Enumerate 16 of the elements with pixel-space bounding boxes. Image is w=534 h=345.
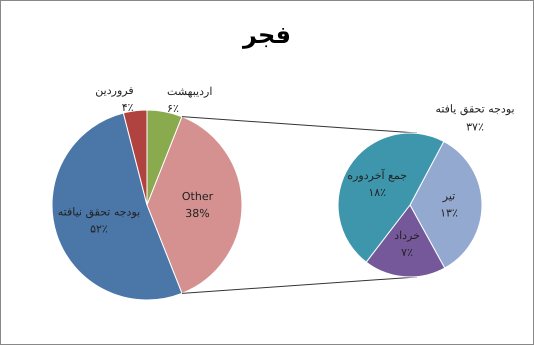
slice-label: اردیبهشت bbox=[167, 84, 212, 98]
slice-label: تیر bbox=[442, 190, 456, 203]
data-label: ۴٪ bbox=[122, 100, 134, 114]
data-label: 38% bbox=[185, 207, 210, 220]
slice-label: Other bbox=[182, 190, 214, 203]
slice-label: خرداد bbox=[394, 228, 420, 242]
text: بودجه تحقق یافته ۳۷٪ bbox=[435, 102, 515, 134]
slice-label: فروردین bbox=[95, 84, 134, 97]
data-label: ۶٪ bbox=[167, 102, 179, 115]
data-label: ۷٪ bbox=[401, 246, 414, 259]
data-label: ۱۳٪ bbox=[440, 206, 458, 220]
data-label: ۱۸٪ bbox=[368, 186, 386, 199]
chart-title: فجر bbox=[242, 21, 291, 49]
slice-label: بودجه تحقق نیافته bbox=[58, 206, 140, 219]
data-label: ۵۲٪ bbox=[90, 222, 108, 236]
slice-label: جمع آخردوره bbox=[347, 168, 408, 182]
